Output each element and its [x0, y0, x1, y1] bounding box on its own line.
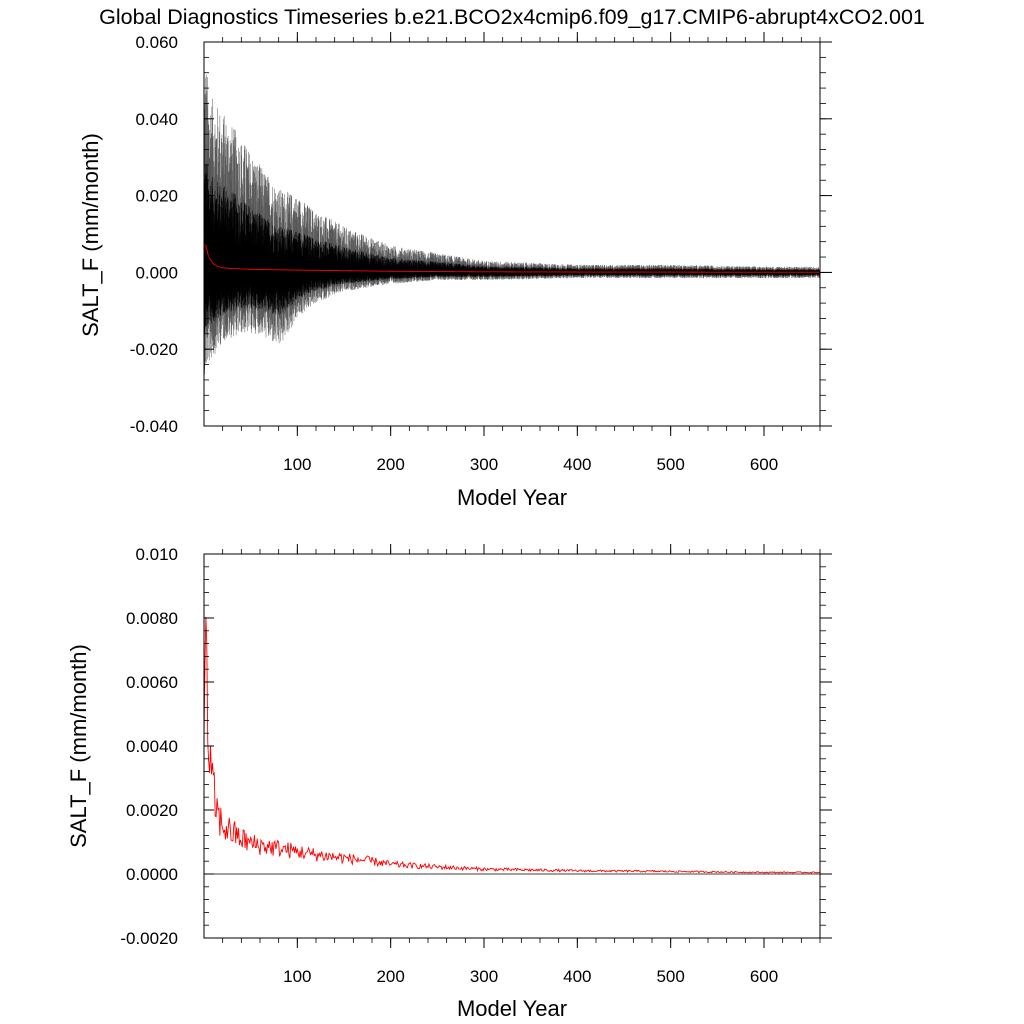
top-x-tick-label: 100 [283, 455, 311, 474]
bottom-x-tick-label: 400 [563, 967, 591, 986]
series-monthly [203, 163, 821, 341]
bottom-y-tick-label: 0.0040 [126, 737, 178, 756]
top-y-axis-label: SALT_F (mm/month) [78, 133, 103, 337]
bottom-y-tick-label: -0.0020 [120, 929, 178, 948]
bottom-axis-layer: -0.0020 0.0000 0.0020 0.0040 0.0060 0.0080 0.0… [120, 544, 832, 986]
bottom-x-tick-label: 100 [283, 967, 311, 986]
top-x-axis-label: Model Year [457, 485, 567, 510]
top-y-tick-label: 0.000 [135, 263, 178, 282]
figure-title: Global Diagnostics Timeseries b.e21.BCO2… [99, 5, 925, 29]
bottom-y-tick-label: 0.0000 [126, 865, 178, 884]
bottom-y-tick-label: 0.010 [135, 545, 178, 564]
series-annual-bottom [203, 616, 821, 874]
top-x-tick-label: 400 [563, 455, 591, 474]
bottom-y-tick-label: 0.0020 [126, 801, 178, 820]
top-axis-layer: -0.040 -0.020 0.000 0.020 0.040 0.060 100 200 30… [130, 32, 832, 474]
top-x-tick-label: 500 [656, 455, 684, 474]
top-y-tick-label: 0.060 [135, 33, 178, 52]
series-monthly-envelope [203, 74, 821, 386]
bottom-panel: -0.0020 0.0000 0.0020 0.0040 0.0060 0.0080 0.0… [66, 544, 832, 1021]
top-panel: -0.040 -0.020 0.000 0.020 0.040 0.060 100 200 30… [78, 32, 832, 510]
top-plot-frame [203, 41, 821, 427]
bottom-data-layer [203, 616, 832, 875]
top-x-tick-label: 600 [750, 455, 778, 474]
top-y-tick-label: 0.040 [135, 110, 178, 129]
bottom-y-tick-label: 0.0060 [126, 673, 178, 692]
bottom-y-tick-label: 0.0080 [126, 609, 178, 628]
top-x-tick-label: 200 [376, 455, 404, 474]
series-annual-top [203, 244, 820, 273]
top-y-tick-label: 0.020 [135, 187, 178, 206]
top-y-tick-label: -0.020 [130, 340, 178, 359]
top-x-tick-label: 300 [470, 455, 498, 474]
bottom-x-tick-label: 200 [376, 967, 404, 986]
bottom-x-tick-label: 300 [470, 967, 498, 986]
top-y-tick-label: -0.040 [130, 417, 178, 436]
bottom-x-tick-label: 600 [750, 967, 778, 986]
bottom-y-axis-label: SALT_F (mm/month) [66, 644, 91, 848]
bottom-x-tick-label: 500 [656, 967, 684, 986]
bottom-plot-frame [203, 553, 821, 939]
top-data-layer [203, 74, 832, 386]
bottom-x-axis-label: Model Year [457, 996, 567, 1021]
